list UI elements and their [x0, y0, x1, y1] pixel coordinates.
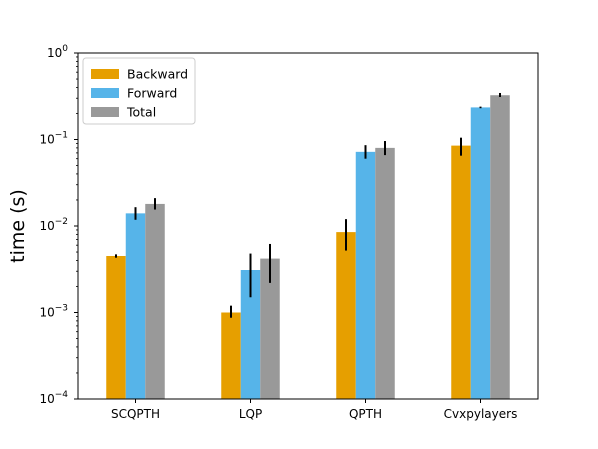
bar-total-lqp: [260, 258, 280, 399]
bar-total-scqpth: [145, 203, 165, 399]
x-tick-label: Cvxpylayers: [444, 407, 518, 421]
legend-label-forward: Forward: [127, 86, 177, 101]
bar-forward-lqp: [240, 270, 261, 399]
y-tick-label: 10−1: [39, 131, 68, 147]
y-tick-label: 10−3: [39, 304, 68, 320]
y-tick-label: 10−4: [39, 390, 68, 406]
y-axis-label: time (s): [7, 189, 29, 263]
bar-backward-lqp: [221, 312, 241, 399]
bar-forward-scqpth: [125, 213, 146, 399]
y-tick-label: 10−2: [39, 217, 68, 233]
legend-swatch-forward: [91, 88, 119, 98]
bar-backward-qpth: [336, 232, 356, 399]
x-tick-label: SCQPTH: [111, 407, 160, 421]
errorbars-layer: [115, 92, 501, 318]
bar-forward-cvxpylayers: [470, 107, 491, 400]
bar-total-qpth: [375, 147, 395, 399]
legend: Backward Forward Total: [82, 57, 196, 125]
y-axis: 10−4 10−3 10−2 10−1 100: [39, 44, 78, 406]
legend-label-backward: Backward: [127, 67, 188, 82]
bar-backward-scqpth: [106, 256, 126, 399]
bar-backward-cvxpylayers: [451, 145, 471, 399]
x-axis: SCQPTH LQP QPTH Cvxpylayers: [111, 399, 517, 421]
bar-forward-qpth: [355, 151, 376, 399]
y-tick-label: 100: [47, 44, 68, 60]
x-tick-label: LQP: [239, 407, 262, 421]
legend-swatch-backward: [91, 69, 119, 79]
legend-label-total: Total: [126, 105, 156, 120]
x-tick-label: QPTH: [349, 407, 382, 421]
bars-layer: [106, 95, 510, 400]
legend-swatch-total: [91, 107, 119, 117]
bar-total-cvxpylayers: [490, 95, 510, 399]
